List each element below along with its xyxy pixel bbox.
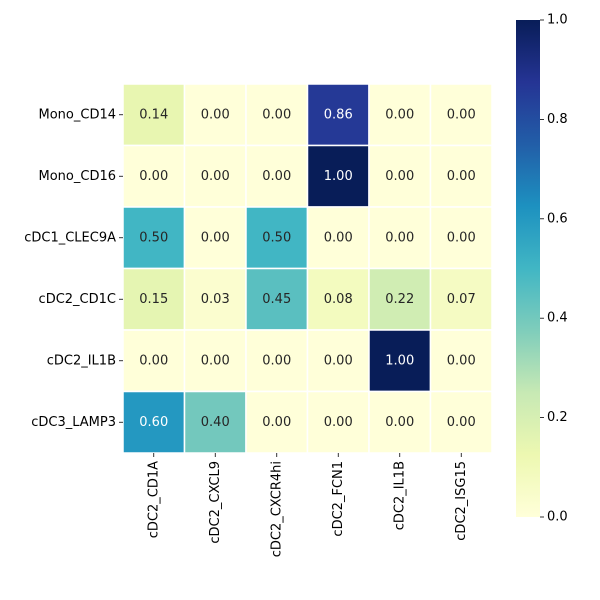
cell-value-label: 0.00: [447, 169, 476, 184]
cell-value-label: 0.00: [262, 353, 291, 368]
cell-value-label: 0.45: [262, 292, 291, 307]
heatmap-cell: [122, 390, 186, 454]
cell-value-label: 0.15: [139, 292, 168, 307]
colorbar-tick-label: 0.2: [547, 410, 568, 425]
heatmap-cell: [368, 329, 432, 393]
cell-value-label: 0.00: [447, 415, 476, 430]
heatmap-cell: [122, 267, 186, 331]
heatmap-cell: [183, 206, 247, 270]
cell-value-label: 0.00: [139, 353, 168, 368]
cell-value-label: 0.07: [447, 292, 476, 307]
cell-value-label: 0.08: [324, 292, 353, 307]
cell-value-label: 0.60: [139, 415, 168, 430]
colorbar-tick-label: 1.0: [547, 13, 568, 28]
heatmap-cell: [429, 267, 493, 331]
cell-value-label: 0.00: [385, 169, 414, 184]
cell-value-label: 0.50: [262, 230, 291, 245]
cell-value-label: 0.00: [447, 107, 476, 122]
heatmap-cell: [306, 144, 370, 208]
cell-value-label: 0.00: [447, 230, 476, 245]
heatmap-cell: [429, 83, 493, 147]
cell-value-label: 0.00: [262, 107, 291, 122]
cell-value-label: 0.03: [201, 292, 230, 307]
cell-value-label: 0.22: [385, 292, 414, 307]
cell-value-label: 0.00: [324, 353, 353, 368]
heatmap-cell: [429, 144, 493, 208]
heatmap-cell: [306, 329, 370, 393]
heatmap-cell: [183, 144, 247, 208]
column-label: cDC2_FCN1: [331, 461, 346, 537]
colorbar-tick-label: 0.6: [547, 211, 568, 226]
heatmap-cell: [245, 267, 309, 331]
heatmap-cell: [306, 267, 370, 331]
cell-value-label: 0.00: [201, 107, 230, 122]
cell-value-label: 0.00: [385, 107, 414, 122]
cell-value-label: 0.00: [262, 415, 291, 430]
colorbar-tick-label: 0.8: [547, 112, 568, 127]
row-label: Mono_CD14: [39, 107, 117, 122]
cell-value-label: 0.00: [262, 169, 291, 184]
cell-value-label: 0.86: [324, 107, 353, 122]
row-labels: Mono_CD14 Mono_CD16 cDC1_CLEC9A cDC2_CD1C cD…: [24, 107, 123, 430]
column-label: cDC2_CD1A: [146, 461, 161, 538]
heatmap-cell: [183, 83, 247, 147]
colorbar: 0.0 0.2 0.4 0.6 0.8 1.0: [516, 13, 568, 525]
cell-value-label: 0.00: [324, 230, 353, 245]
column-label: cDC2_IL1B: [392, 461, 407, 530]
column-label: cDC2_ISG15: [454, 461, 469, 541]
colorbar-gradient: [516, 20, 540, 517]
column-label: cDC2_CXCL9: [208, 461, 223, 544]
heatmap-cell: [245, 329, 309, 393]
cell-value-label: 1.00: [385, 353, 414, 368]
cell-value-label: 0.14: [139, 107, 168, 122]
colorbar-tick-label: 0.4: [547, 311, 568, 326]
cell-value-label: 0.00: [447, 353, 476, 368]
cell-value-label: 0.50: [139, 230, 168, 245]
colorbar-tick-label: 0.0: [547, 510, 568, 525]
cell-value-label: 0.00: [139, 169, 168, 184]
row-label: cDC2_IL1B: [47, 353, 116, 368]
heatmap-cell: [306, 206, 370, 270]
heatmap-cell: [183, 267, 247, 331]
row-label: cDC2_CD1C: [39, 292, 116, 307]
cell-value-label: 0.00: [385, 230, 414, 245]
cell-value-label: 0.40: [201, 415, 230, 430]
heatmap-cell: [429, 206, 493, 270]
row-label: cDC3_LAMP3: [31, 415, 116, 430]
cell-value-label: 0.00: [324, 415, 353, 430]
row-label: cDC1_CLEC9A: [24, 230, 116, 245]
heatmap-cell: [368, 206, 432, 270]
heatmap-cells: 0.14 0.00 0.00 0.86 0.00 0.00 0.00 0.00 0.00 1.00…: [122, 83, 493, 454]
cell-value-label: 0.00: [385, 415, 414, 430]
heatmap-cell: [429, 390, 493, 454]
heatmap-cell: [368, 267, 432, 331]
cell-value-label: 0.00: [201, 169, 230, 184]
cell-value-label: 1.00: [324, 169, 353, 184]
cell-value-label: 0.00: [201, 353, 230, 368]
column-label: cDC2_CXCR4hi: [269, 461, 284, 557]
column-labels: cDC2_CD1A cDC2_CXCL9 cDC2_CXCR4hi cDC2_FCN1…: [146, 453, 469, 557]
heatmap-cell: [429, 329, 493, 393]
cell-value-label: 0.00: [201, 230, 230, 245]
row-label: Mono_CD16: [39, 169, 117, 184]
